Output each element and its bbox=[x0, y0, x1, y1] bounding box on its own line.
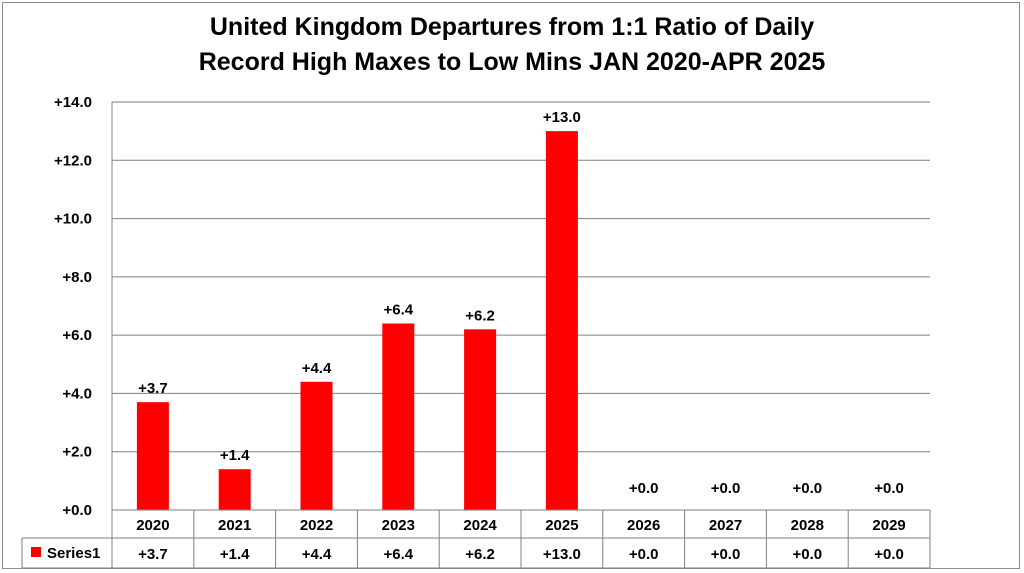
chart-title-line-1: United Kingdom Departures from 1:1 Ratio… bbox=[210, 13, 814, 41]
x-category-label: 2021 bbox=[218, 517, 251, 534]
data-label: +0.0 bbox=[874, 480, 904, 497]
data-label: +0.0 bbox=[629, 480, 659, 497]
chart-title-line-2: Record High Maxes to Low Mins JAN 2020-A… bbox=[199, 48, 826, 76]
x-category-label: 2029 bbox=[872, 517, 905, 534]
y-axis-tick-labels: +0.0 +2.0 +4.0 +6.0 +8.0 +10.0 +12.0 +14.0 bbox=[54, 94, 92, 519]
x-category-label: 2027 bbox=[709, 517, 742, 534]
data-label: +4.4 bbox=[302, 360, 332, 377]
legend-key bbox=[31, 547, 41, 557]
data-label: +6.4 bbox=[383, 301, 413, 318]
y-tick-label: +6.0 bbox=[62, 327, 92, 344]
table-value-cell: +6.4 bbox=[383, 546, 413, 563]
legend-series-name: Series1 bbox=[47, 545, 100, 562]
y-tick-label: +10.0 bbox=[54, 211, 92, 228]
x-category-label: 2024 bbox=[463, 517, 497, 534]
x-category-label: 2020 bbox=[136, 517, 169, 534]
table-value-cell: +0.0 bbox=[792, 546, 822, 563]
table-value-cell: +0.0 bbox=[629, 546, 659, 563]
data-labels: +3.7 +1.4 +4.4 +6.4 +6.2 +13.0 +0.0 +0.0 +0.0 +0.… bbox=[138, 109, 904, 497]
x-category-label: 2026 bbox=[627, 517, 660, 534]
data-label: +0.0 bbox=[792, 480, 822, 497]
table-value-cell: +4.4 bbox=[302, 546, 332, 563]
x-category-label: 2025 bbox=[545, 517, 578, 534]
table-value-cell: +3.7 bbox=[138, 546, 168, 563]
y-tick-label: +4.0 bbox=[62, 385, 92, 402]
bars bbox=[136, 131, 578, 510]
bar bbox=[382, 323, 415, 510]
y-tick-label: +2.0 bbox=[62, 444, 92, 461]
y-tick-label: +8.0 bbox=[62, 269, 92, 286]
table-value-cell: +6.2 bbox=[465, 546, 495, 563]
x-category-label: 2022 bbox=[300, 517, 333, 534]
data-label: +1.4 bbox=[220, 447, 250, 464]
y-tick-label: +14.0 bbox=[54, 94, 92, 111]
table-value-cell: +1.4 bbox=[220, 546, 250, 563]
table-value-cell: +0.0 bbox=[874, 546, 904, 563]
bar bbox=[300, 381, 333, 510]
y-tick-label: +12.0 bbox=[54, 152, 92, 169]
bar bbox=[218, 469, 251, 510]
table-value-cell: +13.0 bbox=[543, 546, 581, 563]
data-label: +13.0 bbox=[543, 109, 581, 126]
table-value-cell: +0.0 bbox=[711, 546, 741, 563]
bar bbox=[464, 329, 497, 510]
x-category-label: 2023 bbox=[382, 517, 415, 534]
bar bbox=[545, 131, 578, 510]
x-category-label: 2028 bbox=[791, 517, 824, 534]
data-table: 2020 2021 2022 2023 2024 2025 2026 2027 2028 2029… bbox=[21, 509, 931, 569]
data-label: +0.0 bbox=[711, 480, 741, 497]
bar bbox=[136, 402, 169, 510]
data-label: +6.2 bbox=[465, 307, 495, 324]
data-label: +3.7 bbox=[138, 380, 168, 397]
y-tick-label: +0.0 bbox=[62, 502, 92, 519]
